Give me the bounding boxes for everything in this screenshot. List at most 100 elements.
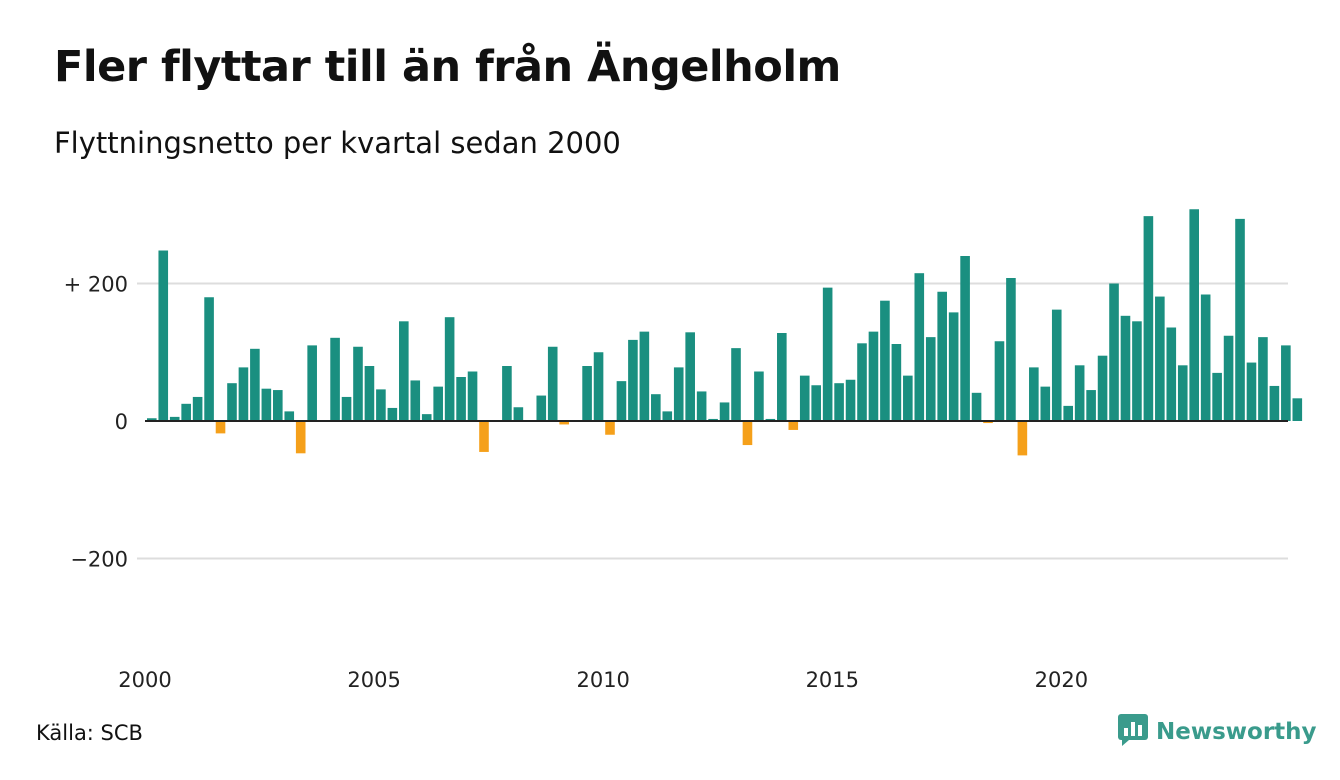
bar: [364, 366, 375, 421]
bar: [1109, 283, 1119, 421]
x-tick-label: 2010: [576, 668, 629, 692]
bar: [147, 418, 157, 421]
bar: [1074, 365, 1085, 421]
bar: [227, 383, 237, 421]
bar: [742, 421, 753, 446]
bar: [502, 366, 512, 421]
bar: [433, 386, 443, 422]
bar: [605, 421, 615, 435]
bar: [903, 375, 913, 422]
brand-name: Newsworthy: [1156, 719, 1317, 745]
bar: [1281, 345, 1291, 422]
bar: [353, 346, 363, 421]
bar: [169, 416, 180, 422]
bar: [1006, 278, 1016, 421]
bar: [1029, 367, 1039, 422]
y-tick-label: −200: [70, 548, 128, 572]
bar: [1120, 315, 1131, 421]
bar: [250, 348, 260, 421]
bar: [937, 291, 947, 421]
bar: [994, 341, 1005, 421]
bar: [708, 418, 718, 421]
bar: [777, 333, 787, 421]
bar: [444, 317, 455, 421]
bar: [410, 380, 421, 421]
x-tick-label: 2000: [118, 668, 171, 692]
bar: [754, 371, 764, 421]
bar: [192, 396, 203, 421]
bar: [1155, 296, 1165, 421]
x-tick-label: 2015: [806, 668, 859, 692]
bar: [1246, 362, 1257, 421]
bar: [1223, 335, 1234, 421]
bar: [582, 366, 592, 421]
bar: [948, 312, 959, 422]
bars: [147, 209, 1303, 456]
bar: [845, 379, 856, 421]
bar: [479, 421, 489, 452]
bar: [330, 337, 340, 421]
bar: [273, 390, 283, 421]
bar: [1097, 355, 1108, 421]
bar: [1235, 218, 1245, 422]
bar: [1177, 365, 1188, 421]
bar: [215, 421, 226, 434]
bar: [1292, 398, 1303, 421]
newsworthy-logo: Newsworthy: [1118, 714, 1317, 750]
bar: [868, 331, 879, 422]
bar: [925, 337, 936, 422]
bar: [857, 343, 867, 421]
bar: [295, 421, 306, 454]
bar: [662, 411, 673, 422]
bar: [158, 250, 169, 421]
bar: [628, 339, 638, 422]
bar: [719, 402, 730, 421]
bar: [765, 418, 776, 421]
bar: [456, 377, 466, 421]
bar-chart: + 200 0 −200 2000 2005 2010 2015 2020: [64, 209, 1303, 692]
bar: [1200, 294, 1211, 421]
bar: [1212, 372, 1222, 422]
bar: [673, 367, 684, 422]
bar: [536, 395, 547, 421]
bar: [467, 371, 478, 421]
bar: [731, 348, 741, 422]
bar: [1189, 209, 1199, 421]
bar: [891, 344, 902, 421]
axis-labels: + 200 0 −200 2000 2005 2010 2015 2020: [64, 273, 1288, 692]
bar: [399, 321, 409, 421]
x-tick-label: 2020: [1035, 668, 1088, 692]
y-tick-label: 0: [115, 410, 128, 434]
bar: [513, 407, 524, 421]
bar: [1040, 386, 1051, 422]
bar: [799, 375, 810, 422]
bar: [238, 367, 249, 422]
bar: [1086, 390, 1096, 421]
bar: [696, 391, 707, 421]
bar: [181, 403, 191, 421]
bar: [593, 352, 604, 421]
bar: [284, 411, 295, 422]
bar: [261, 388, 272, 421]
x-tick-label: 2005: [347, 668, 400, 692]
bar: [1017, 421, 1028, 456]
bar: [421, 414, 432, 422]
bar: [307, 345, 317, 422]
bar: [811, 385, 821, 421]
bar: [341, 396, 352, 421]
bar: [1051, 309, 1062, 422]
bar: [1143, 216, 1154, 422]
bar: [1166, 327, 1177, 421]
bar: [822, 287, 833, 422]
y-tick-label: + 200: [64, 273, 128, 297]
source-note: Källa: SCB: [36, 721, 143, 745]
bar: [387, 407, 398, 421]
bar: [834, 383, 844, 421]
bar: [651, 394, 661, 421]
bar: [788, 421, 799, 430]
bar: [914, 273, 925, 421]
bar: [880, 300, 890, 421]
bar: [960, 256, 970, 421]
bar: [376, 389, 386, 422]
bar: [685, 332, 695, 421]
